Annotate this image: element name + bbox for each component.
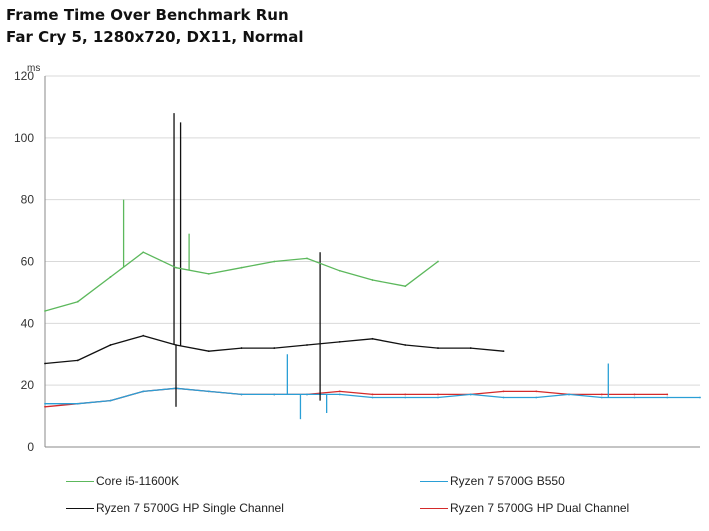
data-point-2-12 [437,347,439,349]
y-tick-label-1: 20 [21,378,35,392]
data-point-2-13 [469,347,472,349]
data-point-2-0 [44,362,46,365]
y-axis-label: ms [27,63,40,74]
data-point-3-12 [437,393,439,396]
data-point-1-15 [535,396,538,399]
data-point-1-14 [502,396,505,399]
data-point-1-9 [338,393,341,396]
data-point-2-1 [76,359,79,362]
data-point-3-18 [633,393,636,396]
data-point-1-6 [240,393,243,396]
data-point-2-6 [240,347,243,349]
y-tick-label-2: 40 [21,316,35,330]
data-point-3-19 [666,393,669,396]
data-point-1-13 [469,393,472,396]
data-point-2-9 [338,340,341,343]
data-point-0-10 [371,279,374,281]
data-point-3-15 [535,390,538,393]
chart-title: Frame Time Over Benchmark Run [6,6,289,24]
data-point-2-2 [109,344,112,346]
data-point-1-19 [666,396,669,399]
chart-titles: Frame Time Over Benchmark Run Far Cry 5,… [6,4,304,48]
data-point-1-0 [44,402,46,405]
data-point-1-3 [142,390,145,393]
data-point-0-12 [437,260,439,263]
data-point-1-2 [109,399,112,402]
data-point-1-12 [437,396,439,399]
data-point-0-7 [273,260,276,263]
data-point-2-14 [502,350,505,353]
data-point-0-3 [142,251,145,254]
data-point-1-5 [207,390,210,393]
data-point-2-8 [306,344,308,346]
data-point-1-18 [633,396,636,399]
data-point-0-1 [76,300,79,303]
data-point-2-10 [371,337,374,340]
data-point-2-11 [404,344,407,346]
series-line-3 [44,387,668,408]
data-point-0-0 [44,310,46,312]
data-point-0-8 [306,257,308,260]
data-point-1-16 [568,393,570,396]
data-point-0-6 [240,266,243,269]
data-point-1-1 [76,402,79,405]
data-point-1-20 [699,396,701,399]
data-point-3-11 [404,393,407,396]
data-point-3-17 [600,393,603,396]
data-point-2-3 [142,334,145,337]
data-point-3-9 [338,390,341,393]
series-line-2 [44,335,504,365]
data-point-0-2 [109,276,112,278]
data-point-1-17 [600,396,603,399]
y-tick-label-5: 100 [14,131,34,145]
y-tick-label-0: 0 [27,440,34,454]
data-point-0-9 [338,269,341,272]
data-point-0-4 [175,266,177,269]
data-point-1-11 [404,396,407,399]
data-point-3-10 [371,393,374,396]
data-point-2-7 [273,347,276,349]
data-point-3-14 [502,390,505,393]
data-point-0-5 [207,272,210,275]
data-point-1-8 [306,393,308,396]
data-point-2-5 [207,350,210,353]
data-point-3-0 [44,405,46,408]
data-point-1-7 [273,393,276,396]
data-point-0-11 [404,285,407,288]
chart-subtitle: Far Cry 5, 1280x720, DX11, Normal [6,28,304,46]
y-tick-label-4: 80 [21,193,35,207]
y-tick-label-6: 120 [14,69,34,83]
y-tick-label-3: 60 [21,255,35,269]
data-point-1-10 [371,396,374,399]
